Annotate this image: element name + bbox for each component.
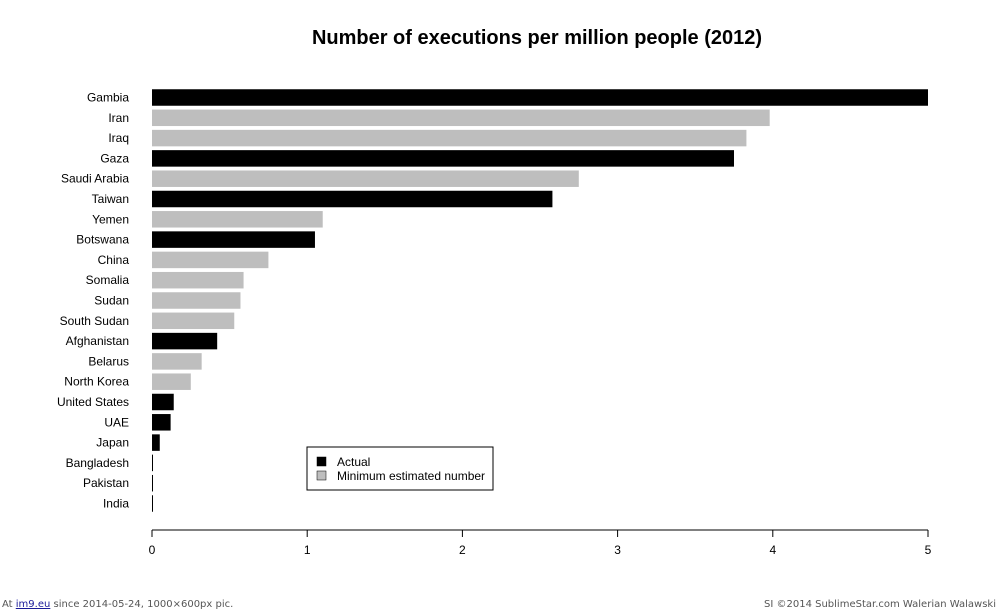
bar-pakistan <box>152 474 153 492</box>
x-tick-label: 4 <box>769 543 776 557</box>
bar-north-korea <box>152 373 191 390</box>
category-label: UAE <box>104 415 129 429</box>
category-label: Somalia <box>86 273 130 287</box>
footer-prefix: At <box>2 599 16 610</box>
category-label: Afghanistan <box>66 334 129 348</box>
bar-saudi-arabia <box>152 170 579 187</box>
category-label: Gaza <box>100 151 129 165</box>
bar-somalia <box>152 271 244 289</box>
legend-swatch-actual <box>316 456 327 467</box>
legend-label-estimate: Minimum estimated number <box>337 469 485 483</box>
x-tick-label: 2 <box>459 543 466 557</box>
category-label: Sudan <box>94 294 129 308</box>
bar-india <box>152 495 153 512</box>
bar-belarus <box>152 353 202 370</box>
bar-taiwan <box>152 190 553 208</box>
category-label: Belarus <box>88 354 129 368</box>
category-label: South Sudan <box>60 314 129 328</box>
category-label: Saudi Arabia <box>61 172 129 186</box>
category-label: Japan <box>96 436 129 450</box>
x-axis: 0 1 2 3 4 5 <box>149 529 932 557</box>
footer-credit: SI ©2014 SublimeStar.com Walerian Walaws… <box>764 599 996 610</box>
legend-swatch-estimate <box>316 470 327 481</box>
category-label: China <box>98 253 130 267</box>
category-labels: Gambia Iran Iraq Gaza Saudi Arabia Taiwan Yeme… <box>57 91 129 511</box>
bar-sudan <box>152 292 241 309</box>
category-label: United States <box>57 395 129 409</box>
bar-iraq <box>152 129 747 147</box>
bar-botswana <box>152 231 315 248</box>
bar-afghanistan <box>152 332 218 350</box>
x-tick-label: 5 <box>925 543 932 557</box>
bar-iran <box>152 109 770 127</box>
category-label: Yemen <box>92 212 129 226</box>
category-label: North Korea <box>64 375 129 389</box>
x-tick-label: 0 <box>149 543 156 557</box>
category-label: Iran <box>108 111 129 125</box>
category-label: India <box>103 497 129 511</box>
bar-bangladesh <box>152 454 153 472</box>
category-label: Pakistan <box>83 476 129 490</box>
legend: Actual Minimum estimated number <box>306 446 494 491</box>
bar-south-sudan <box>152 312 235 330</box>
bar-united-states <box>152 393 174 411</box>
x-tick-label: 1 <box>304 543 311 557</box>
footer-source: At im9.eu since 2014-05-24, 1000×600px p… <box>2 598 233 612</box>
category-label: Botswana <box>76 233 129 247</box>
footer-link[interactable]: im9.eu <box>15 599 51 610</box>
category-label: Iraq <box>108 131 129 145</box>
bar-yemen <box>152 211 323 228</box>
category-label: Taiwan <box>92 192 129 206</box>
bar-gaza <box>152 150 734 167</box>
x-tick-label: 3 <box>614 543 621 557</box>
bar-japan <box>152 434 160 451</box>
legend-box <box>306 446 494 491</box>
chart-title: Number of executions per million people … <box>312 27 762 49</box>
bar-uae <box>152 414 171 431</box>
footer-suffix: since 2014-05-24, 1000×600px pic. <box>50 599 234 610</box>
bar-china <box>152 251 269 269</box>
legend-label-actual: Actual <box>337 455 370 469</box>
bars <box>152 89 928 512</box>
category-label: Bangladesh <box>66 456 129 470</box>
bar-gambia <box>152 89 928 106</box>
category-label: Gambia <box>87 91 129 105</box>
